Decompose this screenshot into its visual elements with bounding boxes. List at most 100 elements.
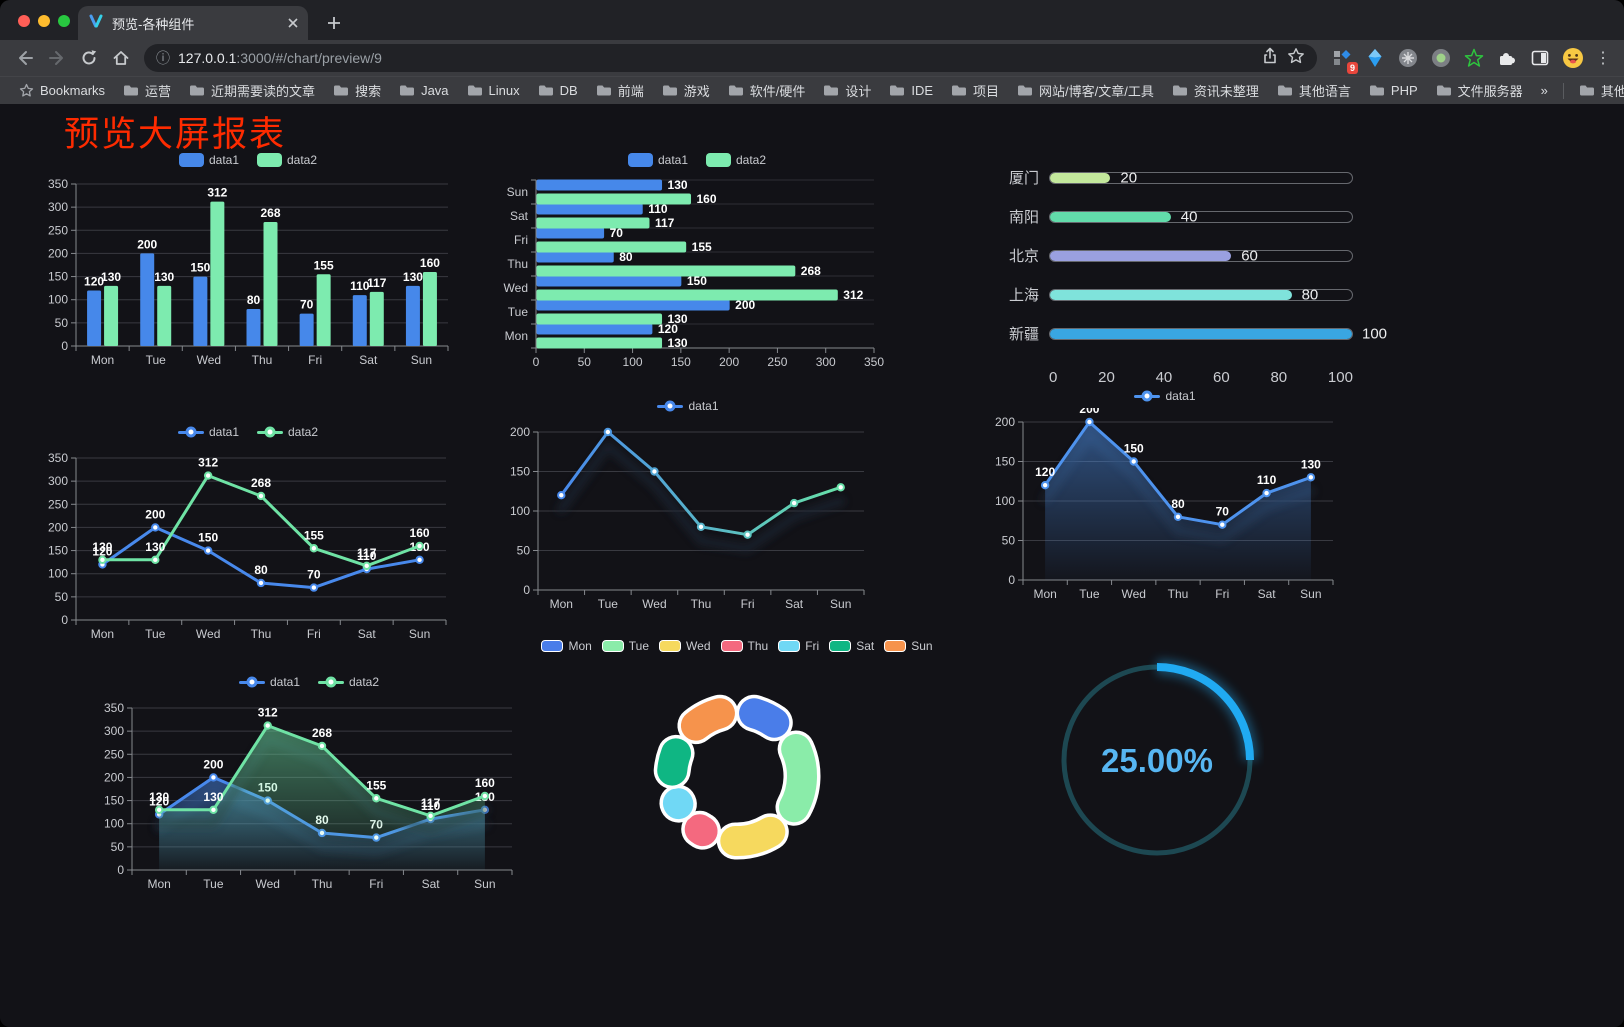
- tab-close-icon[interactable]: [288, 18, 298, 28]
- legend-item[interactable]: data1: [178, 153, 239, 167]
- gradient-line-chart: data1 0 50 100 150 200 Mon Tue Wed Thu Fri Sat Sun: [498, 394, 878, 612]
- grid-extension-icon[interactable]: 9: [1329, 45, 1358, 74]
- svg-text:50: 50: [55, 316, 69, 330]
- svg-text:150: 150: [687, 274, 707, 288]
- bookmark-item[interactable]: 搜索: [324, 78, 390, 103]
- legend-item[interactable]: data2: [706, 153, 766, 167]
- puzzle-extension-icon[interactable]: [1494, 45, 1520, 71]
- folder-icon: [823, 84, 839, 97]
- svg-text:150: 150: [510, 465, 530, 479]
- bookmark-item[interactable]: 资讯未整理: [1163, 78, 1268, 103]
- bookmark-item[interactable]: PHP: [1360, 80, 1427, 101]
- bookmark-item[interactable]: IDE: [880, 80, 942, 101]
- browser-tab[interactable]: 预览-各种组件: [78, 6, 308, 40]
- bookmark-item[interactable]: 其他语言: [1268, 78, 1360, 103]
- bookmark-item[interactable]: 项目: [942, 78, 1008, 103]
- profile-avatar-icon[interactable]: [1560, 45, 1586, 71]
- bookmark-item[interactable]: 游戏: [653, 78, 719, 103]
- reload-button[interactable]: [74, 44, 104, 72]
- bookmark-item[interactable]: 软件/硬件: [719, 78, 815, 103]
- svg-text:130: 130: [1301, 457, 1321, 471]
- bookmark-item[interactable]: 网站/博客/文章/工具: [1008, 78, 1163, 103]
- bookmarks-overflow-button[interactable]: »: [1532, 80, 1557, 101]
- bookmark-item[interactable]: 文件服务器: [1427, 78, 1532, 103]
- svg-text:Sat: Sat: [785, 597, 804, 611]
- knot-extension-icon[interactable]: [1395, 45, 1421, 71]
- legend-line-icon: [257, 426, 283, 438]
- gauge-chart: 25.00%: [1050, 648, 1264, 872]
- bookmark-item[interactable]: 运营: [114, 78, 180, 103]
- other-bookmarks-item[interactable]: 其他书签: [1570, 78, 1624, 103]
- bookmark-item[interactable]: 近期需要读的文章: [180, 78, 324, 103]
- progress-label: 北京: [1008, 248, 1039, 265]
- legend-item[interactable]: data2: [257, 425, 318, 439]
- record-extension-icon[interactable]: [1428, 45, 1454, 71]
- legend-swatch-icon: [829, 640, 852, 652]
- kite-extension-icon[interactable]: [1362, 45, 1388, 71]
- home-button[interactable]: [106, 44, 136, 72]
- svg-text:200: 200: [137, 237, 157, 251]
- legend-item[interactable]: data1: [238, 675, 300, 689]
- svg-text:Thu: Thu: [507, 257, 528, 271]
- progress-value: 80: [1301, 286, 1319, 303]
- dual-area-line-chart: data1 data2 0 50 100 150 200 250 300 350 Mon Tue Wed…: [92, 670, 526, 892]
- new-tab-button[interactable]: [320, 9, 348, 37]
- legend-item[interactable]: data1: [657, 399, 719, 413]
- green-star-extension-icon[interactable]: [1461, 45, 1487, 71]
- svg-text:200: 200: [104, 770, 124, 784]
- svg-text:Sun: Sun: [1300, 587, 1321, 601]
- bookmark-item[interactable]: 前端: [587, 78, 653, 103]
- legend-item[interactable]: data1: [1134, 389, 1196, 403]
- svg-text:0: 0: [523, 583, 530, 597]
- browser-menu-icon[interactable]: ⋮: [1595, 50, 1611, 67]
- site-info-icon[interactable]: ⓘ: [156, 50, 170, 66]
- svg-text:150: 150: [1124, 442, 1144, 456]
- svg-text:350: 350: [104, 701, 124, 715]
- forward-button[interactable]: [42, 44, 72, 72]
- bookmark-item[interactable]: DB: [529, 80, 587, 101]
- legend-item[interactable]: data2: [257, 153, 317, 167]
- legend-item[interactable]: Sat: [829, 639, 874, 653]
- legend-item[interactable]: data2: [318, 675, 379, 689]
- close-window-button[interactable]: [18, 15, 30, 27]
- legend-item[interactable]: Tue: [601, 639, 649, 653]
- svg-text:Wed: Wed: [504, 281, 528, 295]
- svg-text:160: 160: [410, 526, 430, 540]
- zoom-window-button[interactable]: [58, 15, 70, 27]
- svg-text:200: 200: [995, 415, 1015, 429]
- share-icon[interactable]: [1261, 47, 1279, 70]
- svg-text:110: 110: [648, 202, 668, 216]
- bookmarks-root-item[interactable]: Bookmarks: [10, 80, 114, 101]
- legend-item[interactable]: Wed: [659, 639, 711, 653]
- side-panel-icon[interactable]: [1527, 45, 1553, 71]
- progress-value: 60: [1241, 247, 1258, 264]
- folder-icon: [467, 84, 483, 97]
- legend-item[interactable]: Mon: [541, 639, 592, 653]
- svg-text:0: 0: [61, 613, 68, 627]
- legend-item[interactable]: Sun: [884, 639, 933, 653]
- back-button[interactable]: [10, 44, 40, 72]
- legend-item[interactable]: Fri: [778, 639, 819, 653]
- series-data2: 130 130 312 268 155 117 160: [92, 456, 430, 571]
- bookmark-label: 游戏: [683, 84, 710, 99]
- svg-text:120: 120: [84, 274, 104, 288]
- svg-text:268: 268: [251, 476, 271, 490]
- svg-text:200: 200: [735, 298, 755, 312]
- folder-icon: [1579, 84, 1595, 97]
- legend-item[interactable]: data1: [177, 425, 239, 439]
- minimize-window-button[interactable]: [38, 15, 50, 27]
- bookmark-item[interactable]: Linux: [458, 80, 529, 101]
- bookmark-item[interactable]: Java: [390, 80, 457, 101]
- legend-item[interactable]: Thu: [720, 639, 768, 653]
- folder-icon: [1172, 84, 1188, 97]
- bookmark-star-icon[interactable]: [1287, 47, 1305, 70]
- dual-area-line-chart-svg: 0 50 100 150 200 250 300 350 Mon Tue Wed Thu Fri Sat S…: [104, 701, 513, 891]
- bookmark-item[interactable]: 设计: [814, 78, 880, 103]
- donut-segment-Sun: [677, 694, 739, 745]
- url-bar[interactable]: ⓘ 127.0.0.1:3000/#/chart/preview/9: [144, 44, 1317, 72]
- folder-icon: [728, 84, 744, 97]
- svg-text:Sat: Sat: [359, 353, 378, 367]
- legend-item[interactable]: data1: [627, 153, 688, 167]
